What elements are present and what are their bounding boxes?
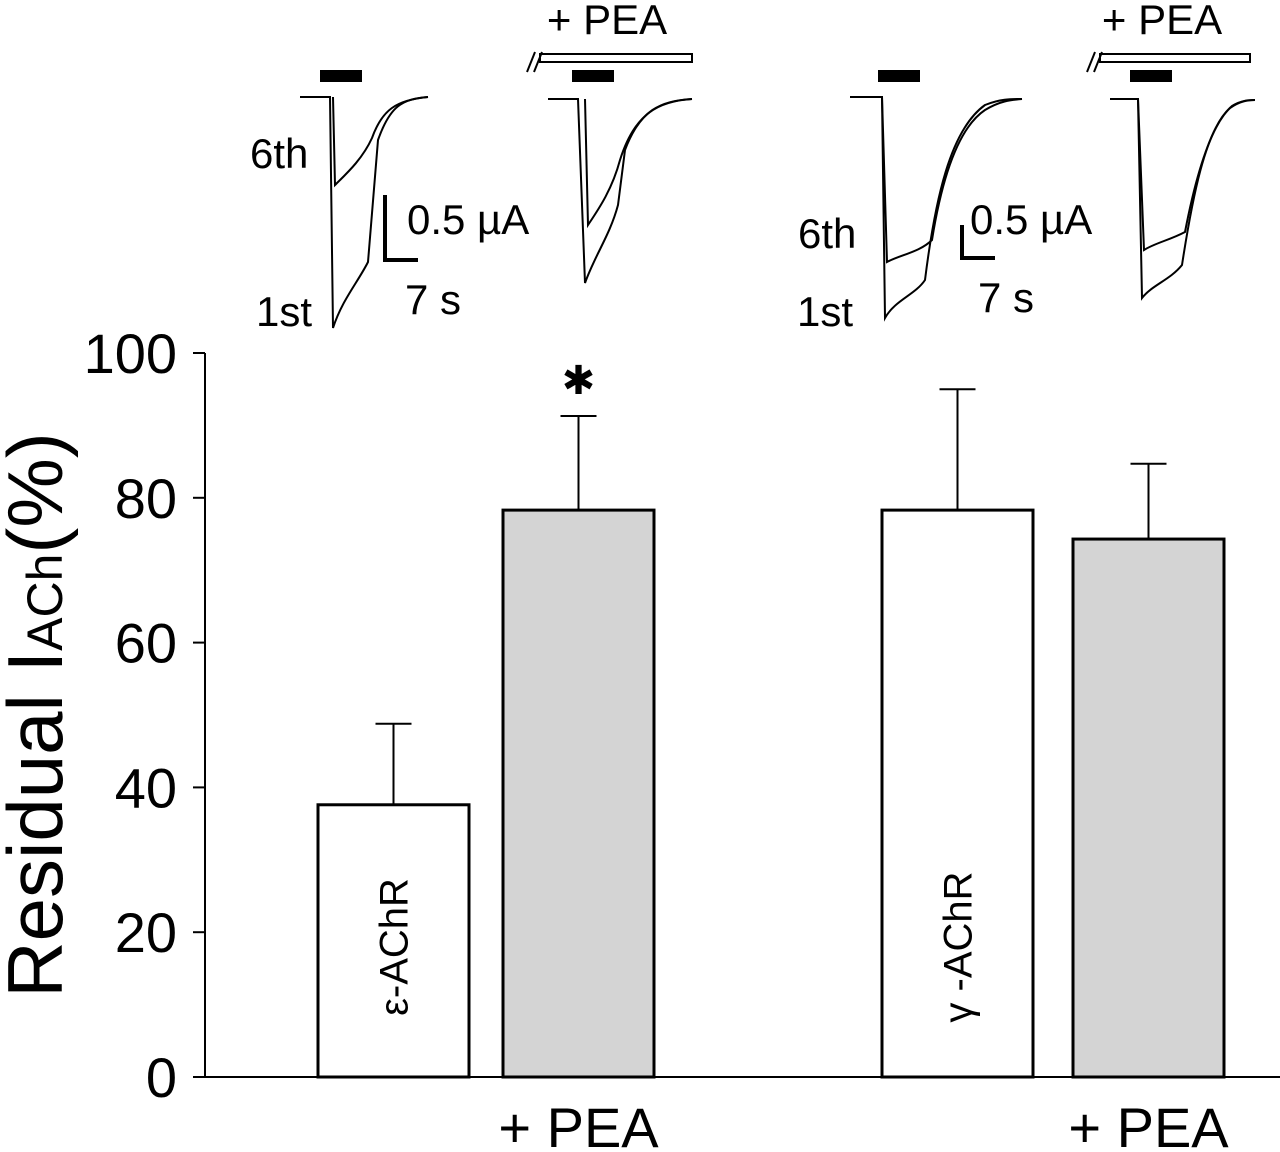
bar-label: ε-AChR <box>373 878 417 1016</box>
x-tick-label: + PEA <box>1068 1096 1229 1152</box>
bar <box>501 508 656 1079</box>
inset-label: 6th <box>798 210 856 257</box>
inset-treatment: + PEA <box>1102 0 1222 43</box>
y-tick-label: 0 <box>146 1046 177 1109</box>
y-tick-label: 20 <box>115 901 177 964</box>
significance-marker: ✱ <box>562 359 596 403</box>
inset-scale: 7 s <box>978 274 1034 321</box>
x-tick-label: + PEA <box>498 1096 659 1152</box>
y-label-part: ACh <box>17 554 73 651</box>
y-tick-label: 40 <box>115 756 177 819</box>
inset-label: 6th <box>250 130 308 177</box>
bar <box>316 803 471 1079</box>
inset-scale: 0.5 µA <box>970 196 1092 243</box>
bar <box>880 508 1035 1079</box>
y-tick-label: 60 <box>115 612 177 675</box>
inset-scale: 0.5 µA <box>407 196 529 243</box>
y-tick-label: 80 <box>115 467 177 530</box>
y-label-part: Residual I <box>0 651 79 998</box>
inset-label: 1st <box>797 288 853 335</box>
inset-label: 1st <box>256 288 312 335</box>
y-label-part: (%) <box>0 432 79 553</box>
bar <box>1071 537 1226 1079</box>
inset-traces <box>300 51 1256 329</box>
inset-scale: 7 s <box>405 276 461 323</box>
y-tick-label: 100 <box>84 322 177 385</box>
y-axis-label: Residual IACh(%) <box>0 432 79 997</box>
bar-label: γ -AChR <box>937 871 981 1022</box>
inset-treatment: + PEA <box>547 0 667 43</box>
